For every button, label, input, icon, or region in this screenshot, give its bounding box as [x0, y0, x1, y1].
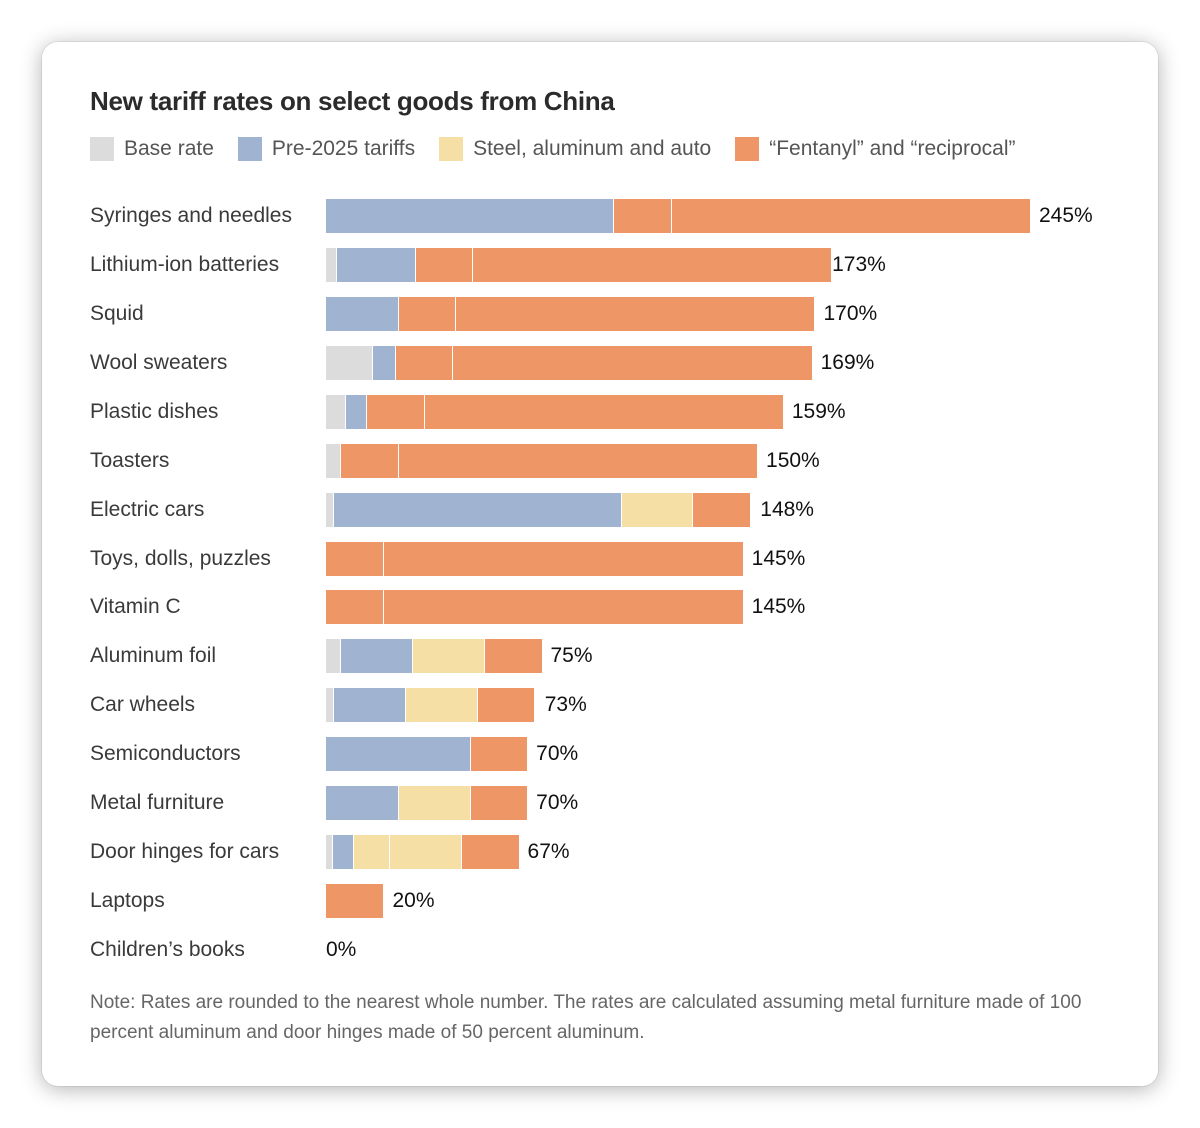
bar-segment-wool-sweaters-2 — [394, 345, 453, 380]
legend-item-steel-aluminum-auto: Steel, aluminum and auto — [439, 137, 711, 161]
category-label-electric-cars: Electric cars — [90, 497, 205, 521]
bar-segment-squid-1 — [397, 296, 456, 331]
bar-segment-plastic-dishes-2 — [366, 394, 424, 429]
bar-segment-wool-sweaters-0 — [326, 345, 372, 380]
value-label-aluminum-foil: 75% — [550, 644, 593, 668]
bar-segment-toasters-0 — [326, 443, 341, 478]
value-label-children-s-books: 0% — [326, 937, 357, 961]
bar-segment-wool-sweaters-3 — [452, 345, 812, 380]
value-label-toasters: 150% — [766, 448, 820, 472]
value-label-car-wheels: 73% — [544, 693, 587, 717]
category-label-syringes-and-needles: Syringes and needles — [90, 204, 292, 227]
value-label-plastic-dishes: 159% — [791, 399, 846, 423]
category-label-toys-dolls-puzzles: Toys, dolls, puzzles — [90, 546, 271, 570]
value-label-semiconductors: 70% — [536, 742, 579, 766]
bar-segment-aluminum-foil-2 — [412, 639, 485, 674]
bar-segment-car-wheels-1 — [333, 688, 405, 723]
bar-segment-toys-dolls-puzzles-0 — [326, 541, 384, 576]
bar-segment-door-hinges-for-cars-1 — [331, 835, 354, 870]
bar-segment-aluminum-foil-0 — [326, 639, 341, 674]
bar-segment-car-wheels-2 — [405, 688, 477, 723]
bar-segment-electric-cars-0 — [326, 492, 334, 527]
bar-segment-syringes-and-needles-0 — [326, 199, 614, 233]
bar-segment-lithium-ion-batteries-1 — [335, 247, 415, 282]
chart-note: Note: Rates are rounded to the nearest w… — [90, 992, 1082, 1043]
bar-segment-semiconductors-0 — [326, 737, 470, 772]
legend-swatch-pre-2025-tariffs — [237, 137, 262, 161]
bar-segment-door-hinges-for-cars-0 — [326, 835, 332, 870]
legend-swatch-base-rate — [90, 137, 114, 161]
bar-segment-metal-furniture-0 — [326, 786, 398, 821]
bar-segment-metal-furniture-2 — [469, 786, 528, 821]
legend-label-fentanyl-reciprocal: “Fentanyl” and “reciprocal” — [769, 137, 1016, 160]
legend: Base rate Pre-2025 tariffs Steel, alumin… — [90, 134, 1016, 164]
value-label-vitamin-c: 145% — [751, 595, 806, 619]
bar-segment-plastic-dishes-3 — [423, 394, 783, 429]
value-label-electric-cars: 148% — [760, 497, 814, 521]
bar-segment-lithium-ion-batteries-0 — [326, 247, 336, 282]
bar-segment-vitamin-c-1 — [383, 590, 743, 625]
value-label-syringes-and-needles: 245% — [1039, 204, 1093, 227]
bar-segment-toasters-1 — [340, 443, 398, 478]
bar-segment-plastic-dishes-0 — [326, 394, 345, 429]
bar-segment-door-hinges-for-cars-3 — [389, 835, 462, 870]
bar-segment-toys-dolls-puzzles-1 — [383, 541, 743, 576]
category-label-car-wheels: Car wheels — [90, 693, 196, 717]
category-label-plastic-dishes: Plastic dishes — [90, 399, 219, 423]
bar-segment-electric-cars-1 — [333, 492, 621, 527]
value-label-laptops: 20% — [392, 889, 435, 913]
bar-segment-lithium-ion-batteries-3 — [472, 247, 832, 282]
category-label-semiconductors: Semiconductors — [90, 742, 241, 766]
value-label-toys-dolls-puzzles: 145% — [751, 546, 806, 570]
bar-segment-electric-cars-2 — [620, 492, 693, 527]
legend-label-base-rate: Base rate — [124, 137, 214, 160]
chart-title: New tariff rates on select goods from Ch… — [90, 86, 615, 116]
bar-segment-door-hinges-for-cars-4 — [461, 835, 519, 870]
legend-label-steel-aluminum-auto: Steel, aluminum and auto — [473, 137, 712, 160]
category-label-laptops: Laptops — [90, 889, 165, 913]
category-label-wool-sweaters: Wool sweaters — [90, 350, 228, 374]
value-label-metal-furniture: 70% — [536, 791, 579, 815]
bar-segment-squid-2 — [455, 296, 815, 331]
bar-segment-plastic-dishes-1 — [344, 394, 367, 429]
bar-segment-wool-sweaters-1 — [371, 345, 395, 380]
value-label-squid: 170% — [823, 301, 878, 325]
bar-segment-vitamin-c-0 — [326, 590, 384, 625]
category-label-lithium-ion-batteries: Lithium-ion batteries — [90, 252, 280, 276]
legend-label-pre-2025-tariffs: Pre-2025 tariffs — [271, 137, 416, 160]
legend-swatch-steel-aluminum-auto — [439, 137, 464, 161]
category-label-squid: Squid — [90, 301, 144, 325]
bar-segment-electric-cars-3 — [692, 492, 750, 527]
value-label-lithium-ion-batteries: 173% — [832, 252, 886, 276]
bar-segment-lithium-ion-batteries-2 — [414, 247, 473, 282]
category-label-metal-furniture: Metal furniture — [90, 791, 225, 815]
legend-swatch-fentanyl-reciprocal — [735, 137, 760, 161]
bar-segment-syringes-and-needles-2 — [670, 199, 1030, 233]
bar-segment-semiconductors-1 — [469, 737, 528, 772]
bar-segment-aluminum-foil-3 — [484, 639, 542, 674]
legend-item-fentanyl-reciprocal: “Fentanyl” and “reciprocal” — [735, 137, 1016, 161]
bar-segment-laptops-0 — [326, 884, 384, 919]
bar-segment-squid-0 — [326, 296, 398, 331]
bar-segment-syringes-and-needles-1 — [613, 199, 671, 233]
bar-segment-aluminum-foil-1 — [340, 639, 413, 674]
category-label-door-hinges-for-cars: Door hinges for cars — [90, 840, 280, 864]
value-label-wool-sweaters: 169% — [820, 350, 875, 374]
legend-item-pre-2025-tariffs: Pre-2025 tariffs — [237, 137, 416, 161]
category-label-vitamin-c: Vitamin C — [90, 595, 181, 619]
category-label-toasters: Toasters — [90, 448, 170, 472]
value-label-door-hinges-for-cars: 67% — [527, 840, 570, 864]
category-label-children-s-books: Children’s books — [90, 937, 245, 961]
category-label-aluminum-foil: Aluminum foil — [90, 644, 217, 668]
bar-segment-metal-furniture-1 — [397, 786, 470, 821]
bar-segment-toasters-2 — [397, 443, 757, 478]
bar-segment-car-wheels-0 — [326, 688, 334, 723]
bar-segment-car-wheels-3 — [476, 688, 535, 723]
bar-segment-door-hinges-for-cars-2 — [353, 835, 390, 870]
legend-item-base-rate: Base rate — [90, 137, 214, 161]
